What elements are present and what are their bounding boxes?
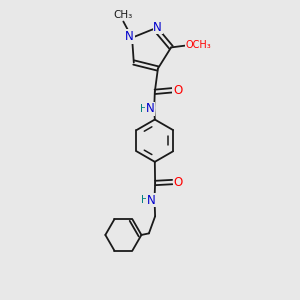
Text: N: N (146, 194, 155, 207)
Text: O: O (173, 176, 182, 189)
Text: OCH₃: OCH₃ (186, 40, 211, 50)
Text: CH₃: CH₃ (114, 10, 133, 20)
Text: O: O (173, 84, 182, 97)
Text: N: N (125, 30, 134, 43)
Text: H: H (141, 195, 148, 205)
Text: H: H (140, 103, 148, 114)
Text: N: N (146, 102, 155, 115)
Text: N: N (153, 21, 162, 34)
